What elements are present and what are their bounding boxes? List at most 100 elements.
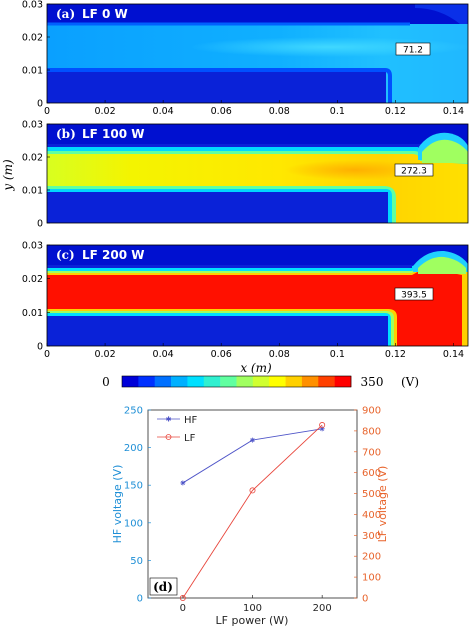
x-tick-label: 0.12 xyxy=(385,349,406,360)
panel-d-left-ticks: 0 50 100 150 200 250 xyxy=(124,406,151,605)
right-tick-label: 400 xyxy=(362,510,381,521)
panel-d-right-axis-label: LF voltage (V) xyxy=(376,466,389,543)
series-point-hf xyxy=(180,480,186,486)
panel-c-peak: 393.5 xyxy=(401,291,427,301)
right-tick-label: 200 xyxy=(362,552,381,563)
legend-hf-label: HF xyxy=(184,415,198,426)
panel-b-label: (b) xyxy=(56,127,76,141)
y-tick-label: 0 xyxy=(37,219,43,230)
colorbar: 0 350 (V) xyxy=(102,375,419,389)
x-tick-label: 0.08 xyxy=(269,106,290,117)
y-tick-label: 0 xyxy=(37,99,43,110)
y-tick-label: 0.03 xyxy=(22,241,43,252)
colorbar-cell xyxy=(187,376,205,387)
legend-lf-marker-icon xyxy=(165,434,172,440)
series-point-hf xyxy=(250,437,255,443)
colorbar-cell xyxy=(122,376,139,387)
panel-a-frame xyxy=(46,3,469,104)
panel-c-title: LF 200 W xyxy=(82,248,144,262)
panel-a-peak-box xyxy=(395,42,431,56)
panel-d: 0 50 100 150 200 250 0 100 200 300 400 500 600 700 80… xyxy=(111,406,389,628)
panel-c: (c) LF 200 W 393.5 0 0.01 0.02 0.03 xyxy=(22,241,469,353)
x-tick-label: 0.1 xyxy=(330,106,345,117)
x-tick-label: 0 xyxy=(180,603,186,614)
series-point-lf xyxy=(249,487,256,494)
right-tick-label: 300 xyxy=(362,531,381,542)
legend-lf-label: LF xyxy=(184,433,196,444)
panel-b-peak: 272.3 xyxy=(401,167,427,177)
x-tick-label: 100 xyxy=(243,603,262,614)
panel-c-label: (c) xyxy=(56,248,75,262)
left-tick-label: 250 xyxy=(124,406,143,417)
x-tick-label: 0.12 xyxy=(385,106,406,117)
panel-c-y-ticks: 0 0.01 0.02 0.03 xyxy=(22,241,50,353)
x-axis-label: x (m) xyxy=(240,361,272,375)
x-tick-label: 0.04 xyxy=(153,349,174,360)
colorbar-cell xyxy=(203,376,221,387)
panel-b-frame xyxy=(46,123,469,224)
x-tick-label: 0.04 xyxy=(153,106,174,117)
panel-d-left-axis-label: HF voltage (V) xyxy=(111,465,124,544)
x-tick-label: 0.06 xyxy=(211,106,232,117)
right-tick-label: 800 xyxy=(362,426,381,437)
left-tick-label: 150 xyxy=(124,481,143,492)
panel-d-label-box xyxy=(149,577,178,596)
y-tick-label: 0.03 xyxy=(22,120,43,131)
panel-a: (a) LF 0 W 71.2 0 0.01 0.02 0.03 xyxy=(22,0,469,110)
y-tick-label: 0.03 xyxy=(22,0,43,11)
panel-a-label: (a) xyxy=(56,7,75,21)
colorbar-cell xyxy=(318,376,335,387)
colorbar-cell xyxy=(334,376,352,387)
panel-b-title: LF 100 W xyxy=(82,127,144,141)
colorbar-min-label: 0 xyxy=(102,375,110,389)
panel-c-peak-box xyxy=(394,287,434,301)
colorbar-cell xyxy=(154,376,172,387)
colorbar-cell xyxy=(171,376,188,387)
colorbar-frame xyxy=(121,375,352,388)
series-point-lf xyxy=(179,595,186,602)
panel-d-right-ticks: 0 100 200 300 400 500 600 700 800 900 xyxy=(354,406,381,605)
colorbar-cells xyxy=(122,376,352,387)
colorbar-unit-label: (V) xyxy=(401,375,419,389)
panel-d-x-axis-label: LF power (W) xyxy=(216,614,289,627)
colorbar-cell xyxy=(301,376,319,387)
right-tick-label: 500 xyxy=(362,489,381,500)
panel-b-y-ticks: 0 0.01 0.02 0.03 xyxy=(22,120,50,230)
right-tick-label: 700 xyxy=(362,447,381,458)
panel-c-x-ticks: 0 0.02 0.04 0.06 0.08 0.1 0.12 0.14 xyxy=(44,343,464,360)
panel-d-label: (d) xyxy=(153,580,173,594)
x-tick-label: 0.14 xyxy=(443,349,464,360)
left-tick-label: 0 xyxy=(137,594,143,605)
x-tick-label: 0.02 xyxy=(94,349,115,360)
panel-d-series xyxy=(179,422,326,602)
x-tick-label: 0.08 xyxy=(269,349,290,360)
y-tick-label: 0.02 xyxy=(22,153,43,164)
x-tick-label: 0 xyxy=(44,349,50,360)
panel-a-x-ticks: 0 0.02 0.04 0.06 0.08 0.1 0.12 0.14 xyxy=(44,100,464,117)
y-tick-label: 0.01 xyxy=(22,66,43,77)
y-tick-label: 0.01 xyxy=(22,186,43,197)
y-tick-label: 0 xyxy=(37,342,43,353)
series-point-lf xyxy=(319,422,326,429)
panel-a-title: LF 0 W xyxy=(82,7,128,21)
left-tick-label: 200 xyxy=(124,443,143,454)
x-tick-label: 0.14 xyxy=(443,106,464,117)
colorbar-cell xyxy=(138,376,156,387)
x-tick-label: 0.02 xyxy=(94,106,115,117)
y-axis-label: y (m) xyxy=(1,159,15,192)
left-tick-label: 50 xyxy=(130,556,143,567)
panel-c-field xyxy=(47,245,468,346)
x-tick-label: 0.1 xyxy=(330,349,345,360)
series-line-lf xyxy=(182,424,323,599)
y-tick-label: 0.02 xyxy=(22,33,43,44)
panel-b-peak-box xyxy=(394,163,434,177)
right-tick-label: 600 xyxy=(362,468,381,479)
colorbar-cell xyxy=(285,376,303,387)
colorbar-cell xyxy=(269,376,286,387)
panel-a-peak: 71.2 xyxy=(403,46,423,56)
panel-d-legend: ✱ HF LF xyxy=(157,415,198,444)
legend-hf-marker-icon: ✱ xyxy=(166,416,172,424)
colorbar-cell xyxy=(252,376,270,387)
colorbar-max-label: 350 xyxy=(361,375,384,389)
